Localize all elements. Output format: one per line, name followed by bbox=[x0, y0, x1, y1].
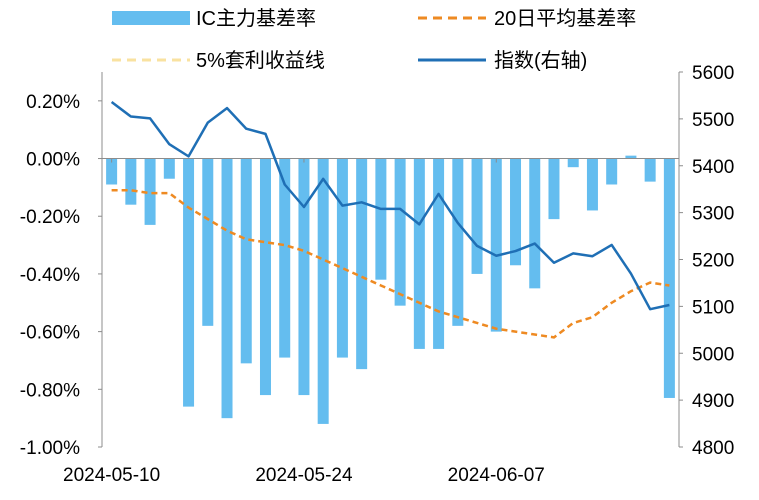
x-tick-label: 2024-06-07 bbox=[448, 465, 545, 486]
right-tick-label: 4800 bbox=[692, 438, 734, 459]
legend-item-ma20: 20日平均基差率 bbox=[418, 7, 636, 30]
bar bbox=[202, 159, 213, 326]
left-tick-label: 0.00% bbox=[26, 150, 80, 171]
bar bbox=[395, 159, 406, 306]
bar bbox=[241, 159, 252, 364]
line-ma20 bbox=[112, 190, 670, 337]
legend-label-index: 指数(右轴) bbox=[494, 49, 587, 72]
bar bbox=[452, 159, 463, 326]
bar bbox=[491, 159, 502, 332]
legend: IC主力基差率 20日平均基差率 5%套利收益线 指数(右轴) bbox=[112, 7, 636, 72]
bar bbox=[433, 159, 444, 349]
right-tick-label: 5000 bbox=[692, 344, 734, 365]
bar bbox=[356, 159, 367, 370]
bar bbox=[298, 159, 309, 396]
left-tick-label: 0.20% bbox=[26, 92, 80, 113]
right-axis-ticks: 4800 4900 5000 5100 5200 5300 5400 5500 5600 bbox=[679, 63, 734, 459]
bar bbox=[375, 159, 386, 280]
right-tick-label: 5600 bbox=[692, 63, 734, 84]
bar bbox=[222, 159, 233, 419]
right-tick-label: 5300 bbox=[692, 204, 734, 225]
bar bbox=[606, 159, 617, 185]
x-tick-label: 2024-05-24 bbox=[255, 465, 353, 486]
bar bbox=[337, 159, 348, 358]
left-tick-label: -0.20% bbox=[20, 207, 80, 228]
bar bbox=[164, 159, 175, 179]
right-tick-label: 4900 bbox=[692, 391, 734, 412]
bar bbox=[183, 159, 194, 407]
right-tick-label: 5100 bbox=[692, 297, 734, 318]
bar bbox=[645, 159, 656, 182]
bar bbox=[548, 159, 559, 220]
line-series bbox=[112, 102, 670, 338]
bar bbox=[587, 159, 598, 211]
legend-label-bar: IC主力基差率 bbox=[196, 7, 316, 30]
left-tick-label: -0.80% bbox=[20, 380, 80, 401]
legend-label-ma20: 20日平均基差率 bbox=[494, 7, 636, 30]
left-tick-label: -1.00% bbox=[20, 438, 80, 459]
right-tick-label: 5500 bbox=[692, 110, 734, 131]
legend-label-q5: 5%套利收益线 bbox=[196, 49, 325, 72]
bar bbox=[260, 159, 271, 396]
bar bbox=[125, 159, 136, 205]
legend-item-bar: IC主力基差率 bbox=[112, 7, 316, 30]
right-tick-label: 5200 bbox=[692, 251, 734, 272]
bar bbox=[472, 159, 483, 274]
legend-swatch-bar bbox=[112, 11, 190, 25]
left-tick-label: -0.60% bbox=[20, 323, 80, 344]
legend-item-index: 指数(右轴) bbox=[418, 49, 587, 72]
bar bbox=[529, 159, 540, 289]
x-tick-label: 2024-05-10 bbox=[63, 465, 160, 486]
right-tick-label: 5400 bbox=[692, 157, 734, 178]
left-tick-label: -0.40% bbox=[20, 265, 80, 286]
bar bbox=[664, 159, 675, 398]
bar bbox=[318, 159, 329, 424]
bar bbox=[568, 159, 579, 168]
left-axis-ticks: -1.00% -0.80% -0.60% -0.40% -0.20% 0.00% 0.20% bbox=[20, 92, 102, 459]
legend-item-q5: 5%套利收益线 bbox=[112, 49, 325, 72]
bar bbox=[414, 159, 425, 349]
line-index bbox=[112, 102, 670, 309]
